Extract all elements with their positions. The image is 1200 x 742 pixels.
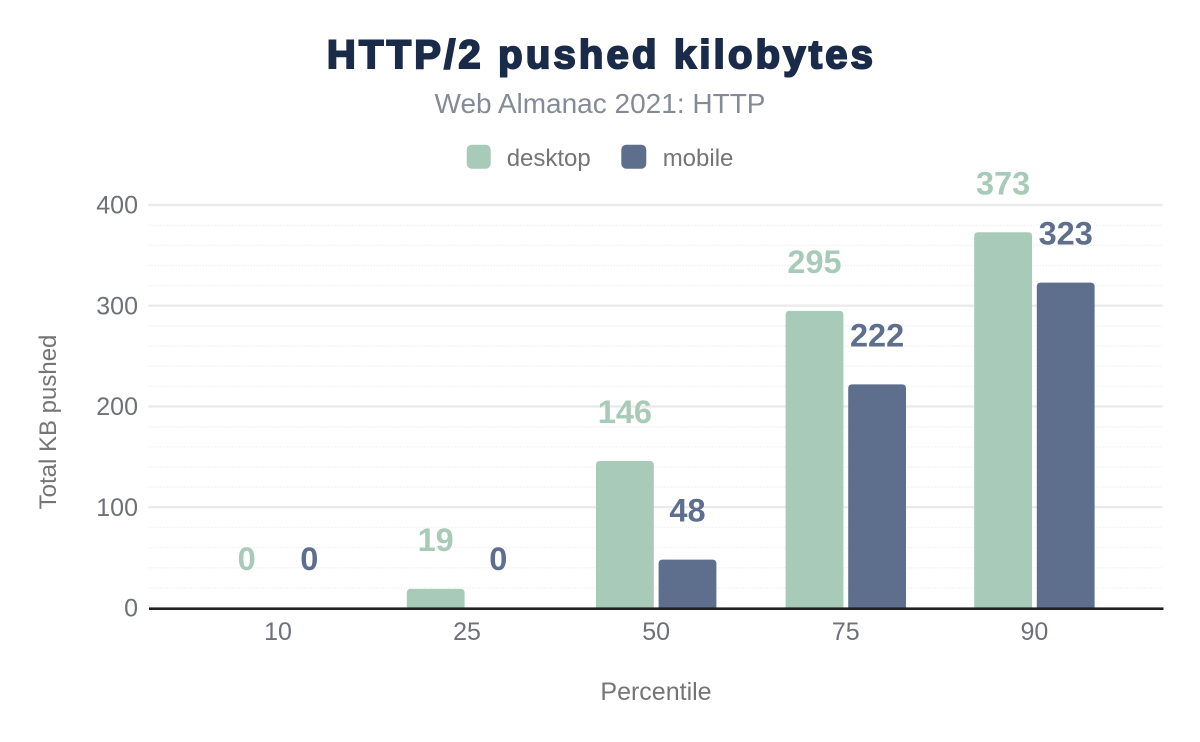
svg-text:Percentile: Percentile bbox=[600, 678, 711, 706]
svg-text:146: 146 bbox=[598, 394, 652, 430]
svg-text:200: 200 bbox=[96, 393, 138, 421]
svg-text:Web Almanac 2021: HTTP: Web Almanac 2021: HTTP bbox=[435, 88, 766, 119]
svg-text:300: 300 bbox=[96, 292, 138, 320]
svg-text:19: 19 bbox=[418, 522, 454, 558]
svg-text:0: 0 bbox=[124, 595, 138, 623]
svg-text:400: 400 bbox=[96, 192, 138, 220]
svg-text:desktop: desktop bbox=[507, 145, 591, 172]
svg-text:48: 48 bbox=[669, 493, 705, 529]
svg-text:222: 222 bbox=[850, 317, 904, 353]
svg-text:50: 50 bbox=[642, 618, 670, 646]
svg-text:100: 100 bbox=[96, 494, 138, 522]
svg-text:Total KB pushed: Total KB pushed bbox=[35, 335, 62, 510]
svg-text:25: 25 bbox=[453, 618, 481, 646]
svg-text:HTTP/2 pushed kilobytes: HTTP/2 pushed kilobytes bbox=[327, 33, 876, 77]
svg-text:75: 75 bbox=[832, 618, 860, 646]
svg-text:90: 90 bbox=[1020, 618, 1048, 646]
svg-text:373: 373 bbox=[976, 165, 1030, 201]
svg-text:295: 295 bbox=[787, 244, 841, 280]
svg-text:0: 0 bbox=[300, 541, 318, 577]
svg-text:0: 0 bbox=[238, 541, 256, 577]
svg-text:0: 0 bbox=[489, 541, 507, 577]
svg-text:mobile: mobile bbox=[663, 145, 734, 172]
svg-text:10: 10 bbox=[264, 618, 292, 646]
svg-text:323: 323 bbox=[1039, 216, 1093, 252]
